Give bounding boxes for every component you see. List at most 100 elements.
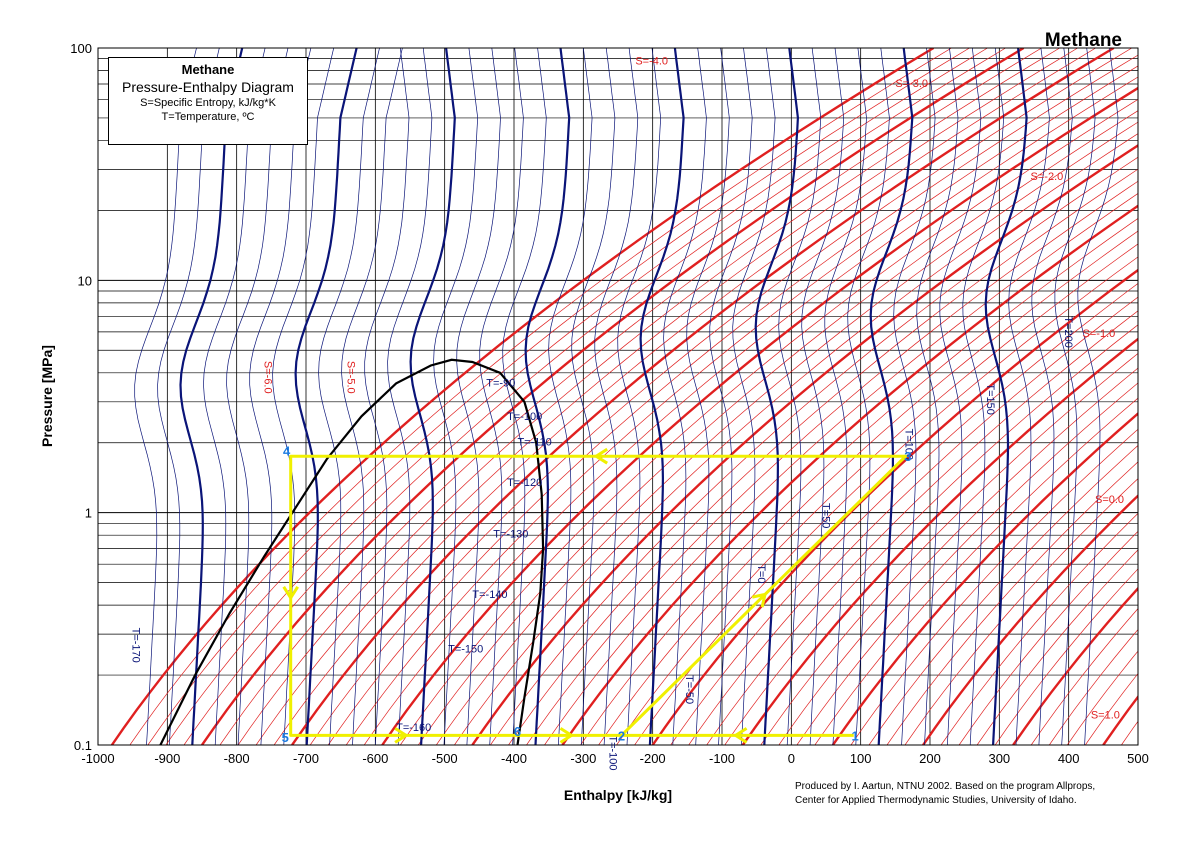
isotherm-label: T=150 bbox=[984, 383, 996, 415]
x-tick-label: 100 bbox=[850, 751, 872, 766]
x-tick-label: 0 bbox=[788, 751, 795, 766]
isotherm-line bbox=[249, 48, 312, 745]
isotherm-major-line bbox=[294, 48, 358, 745]
isentrope-major-line bbox=[471, 143, 1138, 745]
isotherm-line bbox=[1054, 48, 1096, 745]
isotherm-label: T=-110 bbox=[517, 436, 551, 448]
isotherm-label: T=200 bbox=[1062, 316, 1074, 348]
credit-line-2: Center for Applied Thermodynamic Studies… bbox=[795, 795, 1077, 806]
isentrope-line bbox=[165, 48, 988, 745]
isentrope-major-line bbox=[922, 494, 1138, 745]
isentrope-major-line bbox=[381, 86, 1138, 745]
cycle-point-label: 2 bbox=[618, 728, 625, 743]
isotherm-label: T=50 bbox=[820, 503, 832, 528]
tick-labels: -1000 -900 -800 -700 -600 -500 -400 -300 -200 -10… bbox=[70, 41, 1149, 766]
cycle-arrow bbox=[282, 585, 299, 601]
plot-frame bbox=[97, 47, 1139, 746]
isotherm-line bbox=[502, 48, 547, 745]
saturation-dome bbox=[159, 358, 545, 745]
isentrope-line bbox=[183, 48, 1006, 745]
isentrope-line bbox=[418, 110, 1138, 745]
isotherm-major-line bbox=[984, 48, 1028, 745]
isentrope-line bbox=[580, 217, 1138, 745]
cycle-arrow bbox=[394, 727, 409, 744]
isentrope-line bbox=[976, 549, 1138, 745]
y-tick-label: 10 bbox=[78, 273, 92, 288]
x-tick-label: 300 bbox=[988, 751, 1010, 766]
isotherm-label: T=-130 bbox=[493, 529, 528, 541]
isentrope-line bbox=[958, 530, 1138, 745]
entropy-label: S=-6.0 bbox=[261, 361, 273, 394]
cycle-point-label: 1 bbox=[852, 728, 859, 743]
isotherm-label: T=100 bbox=[903, 429, 915, 461]
curves bbox=[110, 48, 1200, 745]
isentrope-line bbox=[796, 382, 1138, 745]
isotherm-line bbox=[893, 48, 936, 745]
curve-labels: T=-170 T=-160 T=-150 T=-140 T=-130 T=-120 T=-1… bbox=[130, 55, 1124, 770]
isotherm-line bbox=[686, 48, 730, 745]
isotherm-label: T=0 bbox=[755, 564, 767, 583]
entropy-label: S=1.0 bbox=[1091, 710, 1120, 722]
isotherm-line bbox=[157, 48, 220, 745]
isotherm-line bbox=[318, 48, 380, 745]
credit-note: Produced by I. Aartun, NTNU 2002. Based … bbox=[795, 780, 1095, 808]
y-tick-label: 100 bbox=[70, 41, 92, 56]
isentrope-line bbox=[400, 98, 1138, 745]
isotherm-major-line bbox=[754, 48, 800, 745]
isentrope-line bbox=[454, 133, 1138, 745]
isentrope-line bbox=[544, 193, 1138, 745]
isentrope-line bbox=[616, 243, 1138, 745]
entropy-label: S=-3.0 bbox=[895, 78, 928, 90]
x-tick-label: -500 bbox=[432, 751, 458, 766]
isotherm-label: T=-50 bbox=[683, 675, 695, 704]
isentrope-line bbox=[724, 324, 1138, 745]
legend-subtitle: Pressure-Enthalpy Diagram bbox=[122, 79, 294, 95]
isentrope-line bbox=[273, 48, 1096, 745]
isentrope-major-line bbox=[1012, 586, 1138, 745]
isentrope-major-line bbox=[741, 337, 1138, 745]
isotherm-line bbox=[847, 48, 890, 745]
isentrope-line bbox=[778, 367, 1138, 745]
x-tick-label: 400 bbox=[1058, 751, 1080, 766]
isotherm-line bbox=[548, 48, 593, 745]
isentrope-line bbox=[309, 48, 1132, 745]
isentrope-line bbox=[904, 478, 1138, 745]
cycle-point-label: 5 bbox=[282, 730, 289, 745]
isotherm-line bbox=[732, 48, 776, 745]
isotherm-line bbox=[341, 48, 403, 745]
isotherm-major-line bbox=[869, 48, 914, 745]
isotherm-line bbox=[364, 48, 410, 745]
isentrope-line bbox=[1030, 608, 1138, 745]
entropy-label: S=0.0 bbox=[1095, 494, 1124, 506]
isotherm-line bbox=[387, 48, 433, 745]
x-tick-label: 500 bbox=[1127, 751, 1149, 766]
isentrope-line bbox=[598, 230, 1138, 745]
isotherm-major-line bbox=[524, 48, 571, 745]
isentrope-line bbox=[850, 428, 1138, 745]
x-tick-label: -200 bbox=[640, 751, 666, 766]
isentrope-line bbox=[1139, 48, 1200, 745]
isotherm-line bbox=[134, 48, 197, 745]
isentrope-line bbox=[508, 168, 1138, 745]
isentrope-line bbox=[363, 76, 1138, 745]
isentrope-major-line bbox=[1102, 694, 1138, 745]
x-tick-label: 200 bbox=[919, 751, 941, 766]
cycle-point-label: 6 bbox=[514, 724, 521, 739]
isentrope-line bbox=[129, 48, 952, 745]
isentrope-line bbox=[219, 48, 1042, 745]
chart-title: Methane bbox=[1044, 30, 1122, 51]
cycle-arrow bbox=[732, 727, 748, 744]
cycle: 1 2 3 4 5 6 bbox=[282, 444, 912, 746]
isentrope-line bbox=[940, 512, 1138, 745]
legend-temperature-note: T=Temperature, ºC bbox=[161, 111, 255, 123]
isotherm-line bbox=[203, 48, 266, 745]
legend-title: Methane bbox=[181, 62, 235, 77]
isotherm-label: T=-100 bbox=[507, 411, 542, 423]
x-tick-label: -300 bbox=[570, 751, 596, 766]
legend-entropy-note: S=Specific Entropy, kJ/kg*K bbox=[140, 97, 276, 109]
cycle-arrow bbox=[593, 447, 609, 465]
entropy-label: S=-5.0 bbox=[345, 361, 357, 394]
isotherm-line bbox=[479, 48, 524, 745]
isentrope-line bbox=[688, 296, 1138, 745]
